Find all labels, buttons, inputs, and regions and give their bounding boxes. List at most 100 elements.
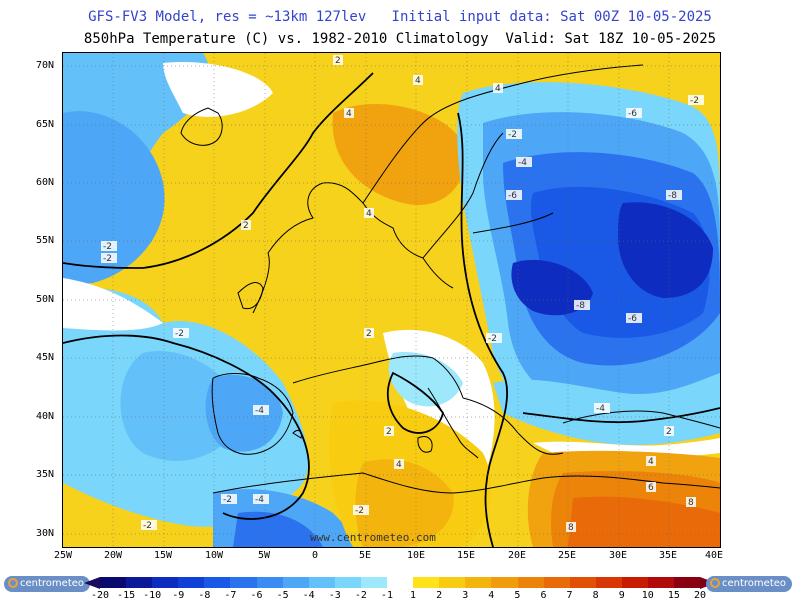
lon-label-25w: 25W xyxy=(53,550,73,561)
centrometeo-logo-right: centrometeo xyxy=(706,576,793,592)
colorbar-tick-label: 4 xyxy=(488,590,495,601)
logo-text: centrometeo xyxy=(722,578,787,589)
colorbar-swatch xyxy=(152,577,179,588)
lon-label-10w: 10W xyxy=(204,550,224,561)
colorbar-tick-label: -20 xyxy=(90,590,110,601)
lon-label-10e: 10E xyxy=(406,550,426,561)
colorbar-swatch xyxy=(308,577,335,588)
colorbar-swatch xyxy=(360,577,388,588)
contour-label: -2 xyxy=(508,130,517,140)
contour-label: -2 xyxy=(103,242,112,252)
contour-label: -2 xyxy=(488,334,497,344)
colorbar-tick-label: 7 xyxy=(566,590,573,601)
colorbar-arrow-left xyxy=(84,577,100,589)
colorbar-swatch xyxy=(282,577,309,588)
lon-label-25e: 25E xyxy=(557,550,577,561)
contour-label: 4 xyxy=(495,84,501,94)
contour-label: 4 xyxy=(366,209,372,219)
colorbar-swatch xyxy=(100,577,127,588)
watermark-url: www.centrometeo.com xyxy=(310,531,436,544)
contour-label: -2 xyxy=(175,329,184,339)
colorbar-tick-label: 20 xyxy=(693,590,707,601)
colorbar-swatch xyxy=(517,577,544,588)
colorbar-swatch xyxy=(647,577,675,588)
contour-label: 2 xyxy=(243,221,249,231)
contour-label: -4 xyxy=(596,404,605,414)
colorbar-tick-label: 15 xyxy=(667,590,680,601)
contour-label: 2 xyxy=(335,56,341,66)
contour-label: 8 xyxy=(688,498,694,508)
lon-label-5e: 5E xyxy=(358,550,372,561)
colorbar-tick-label: 3 xyxy=(462,590,469,601)
lon-label-20e: 20E xyxy=(507,550,527,561)
contour-label: 8 xyxy=(568,523,574,533)
colorbar-swatch xyxy=(491,577,518,588)
colorbar-swatch xyxy=(543,577,570,588)
lat-label-50n: 50N xyxy=(36,294,55,305)
colorbar-tick-label: 8 xyxy=(592,590,599,601)
contour-label: 6 xyxy=(648,483,654,493)
contour-label: -4 xyxy=(255,495,264,505)
lon-label-5w: 5W xyxy=(257,550,271,561)
temperature-anomaly-map: 2 4 4 4 -2 -6 -2 -4 -6 -8 4 2 -2 -2 -8 -6 -2 -2 2 -4 -4 2 4 -4 2… xyxy=(62,52,721,548)
colorbar-swatch xyxy=(621,577,648,588)
colorbar-tick-label: -15 xyxy=(117,590,136,601)
colorbar-tick-label: -2 xyxy=(354,590,367,601)
colorbar-swatch xyxy=(674,577,701,588)
colorbar-swatch xyxy=(334,577,361,588)
colorbar-swatch xyxy=(178,577,205,588)
colorbar xyxy=(100,577,701,588)
colorbar-tick-label: 1 xyxy=(410,590,417,601)
colorbar-swatch xyxy=(387,577,414,588)
colorbar-tick-label: 5 xyxy=(514,590,521,601)
contour-label: -6 xyxy=(628,109,637,119)
color-legend: centrometeo -20 -15 -10 -9 -8 -7 -6 -5 -4 -3 -2 -1 1… xyxy=(0,574,800,601)
colorbar-tick-label: 9 xyxy=(618,590,625,601)
contour-label: 4 xyxy=(396,460,402,470)
colorbar-swatch xyxy=(595,577,622,588)
contour-label: 4 xyxy=(648,457,654,467)
lat-label-70n: 70N xyxy=(36,60,55,71)
lat-label-35n: 35N xyxy=(36,469,55,480)
lat-label-60n: 60N xyxy=(36,177,55,188)
colorbar-swatch xyxy=(204,577,231,588)
logo-ring-icon xyxy=(8,578,18,588)
contour-label: -6 xyxy=(628,314,637,324)
lat-label-65n: 65N xyxy=(36,119,55,130)
lat-label-55n: 55N xyxy=(36,235,55,246)
colorbar-tick-label: -3 xyxy=(328,590,341,601)
lon-label-30e: 30E xyxy=(608,550,628,561)
colorbar-swatch xyxy=(413,577,440,588)
lat-label-45n: 45N xyxy=(36,352,55,363)
logo-ring-icon xyxy=(710,578,720,588)
lat-label-40n: 40N xyxy=(36,411,55,422)
contour-label: -4 xyxy=(255,406,264,416)
contour-label: -2 xyxy=(143,521,152,531)
colorbar-swatch xyxy=(126,577,153,588)
colorbar-tick-label: -1 xyxy=(380,590,393,601)
colorbar-tick-label: -8 xyxy=(198,590,211,601)
contour-label: 2 xyxy=(386,427,392,437)
colorbar-tick-label: -5 xyxy=(276,590,289,601)
colorbar-swatch xyxy=(230,577,257,588)
contour-label: -2 xyxy=(223,495,232,505)
lon-label-15w: 15W xyxy=(153,550,173,561)
contour-label: 2 xyxy=(366,329,372,339)
colorbar-tick-label: -10 xyxy=(143,590,162,601)
contour-label: -2 xyxy=(690,96,699,106)
colorbar-tick-label: -4 xyxy=(302,590,315,601)
lon-label-40e: 40E xyxy=(704,550,724,561)
colorbar-tick-label: 10 xyxy=(641,590,654,601)
contour-label: -6 xyxy=(508,191,517,201)
contour-label: -4 xyxy=(518,158,527,168)
map-subtitle: 850hPa Temperature (C) vs. 1982-2010 Cli… xyxy=(83,31,717,47)
lon-label-20w: 20W xyxy=(103,550,123,561)
colorbar-tick-label: -6 xyxy=(250,590,263,601)
colorbar-swatch xyxy=(465,577,492,588)
contour-label: 4 xyxy=(346,109,352,119)
centrometeo-logo-left: centrometeo xyxy=(4,576,91,592)
lon-label-15e: 15E xyxy=(456,550,476,561)
colorbar-tick-label: 6 xyxy=(540,590,547,601)
colorbar-swatch xyxy=(439,577,466,588)
lat-label-30n: 30N xyxy=(36,528,55,539)
